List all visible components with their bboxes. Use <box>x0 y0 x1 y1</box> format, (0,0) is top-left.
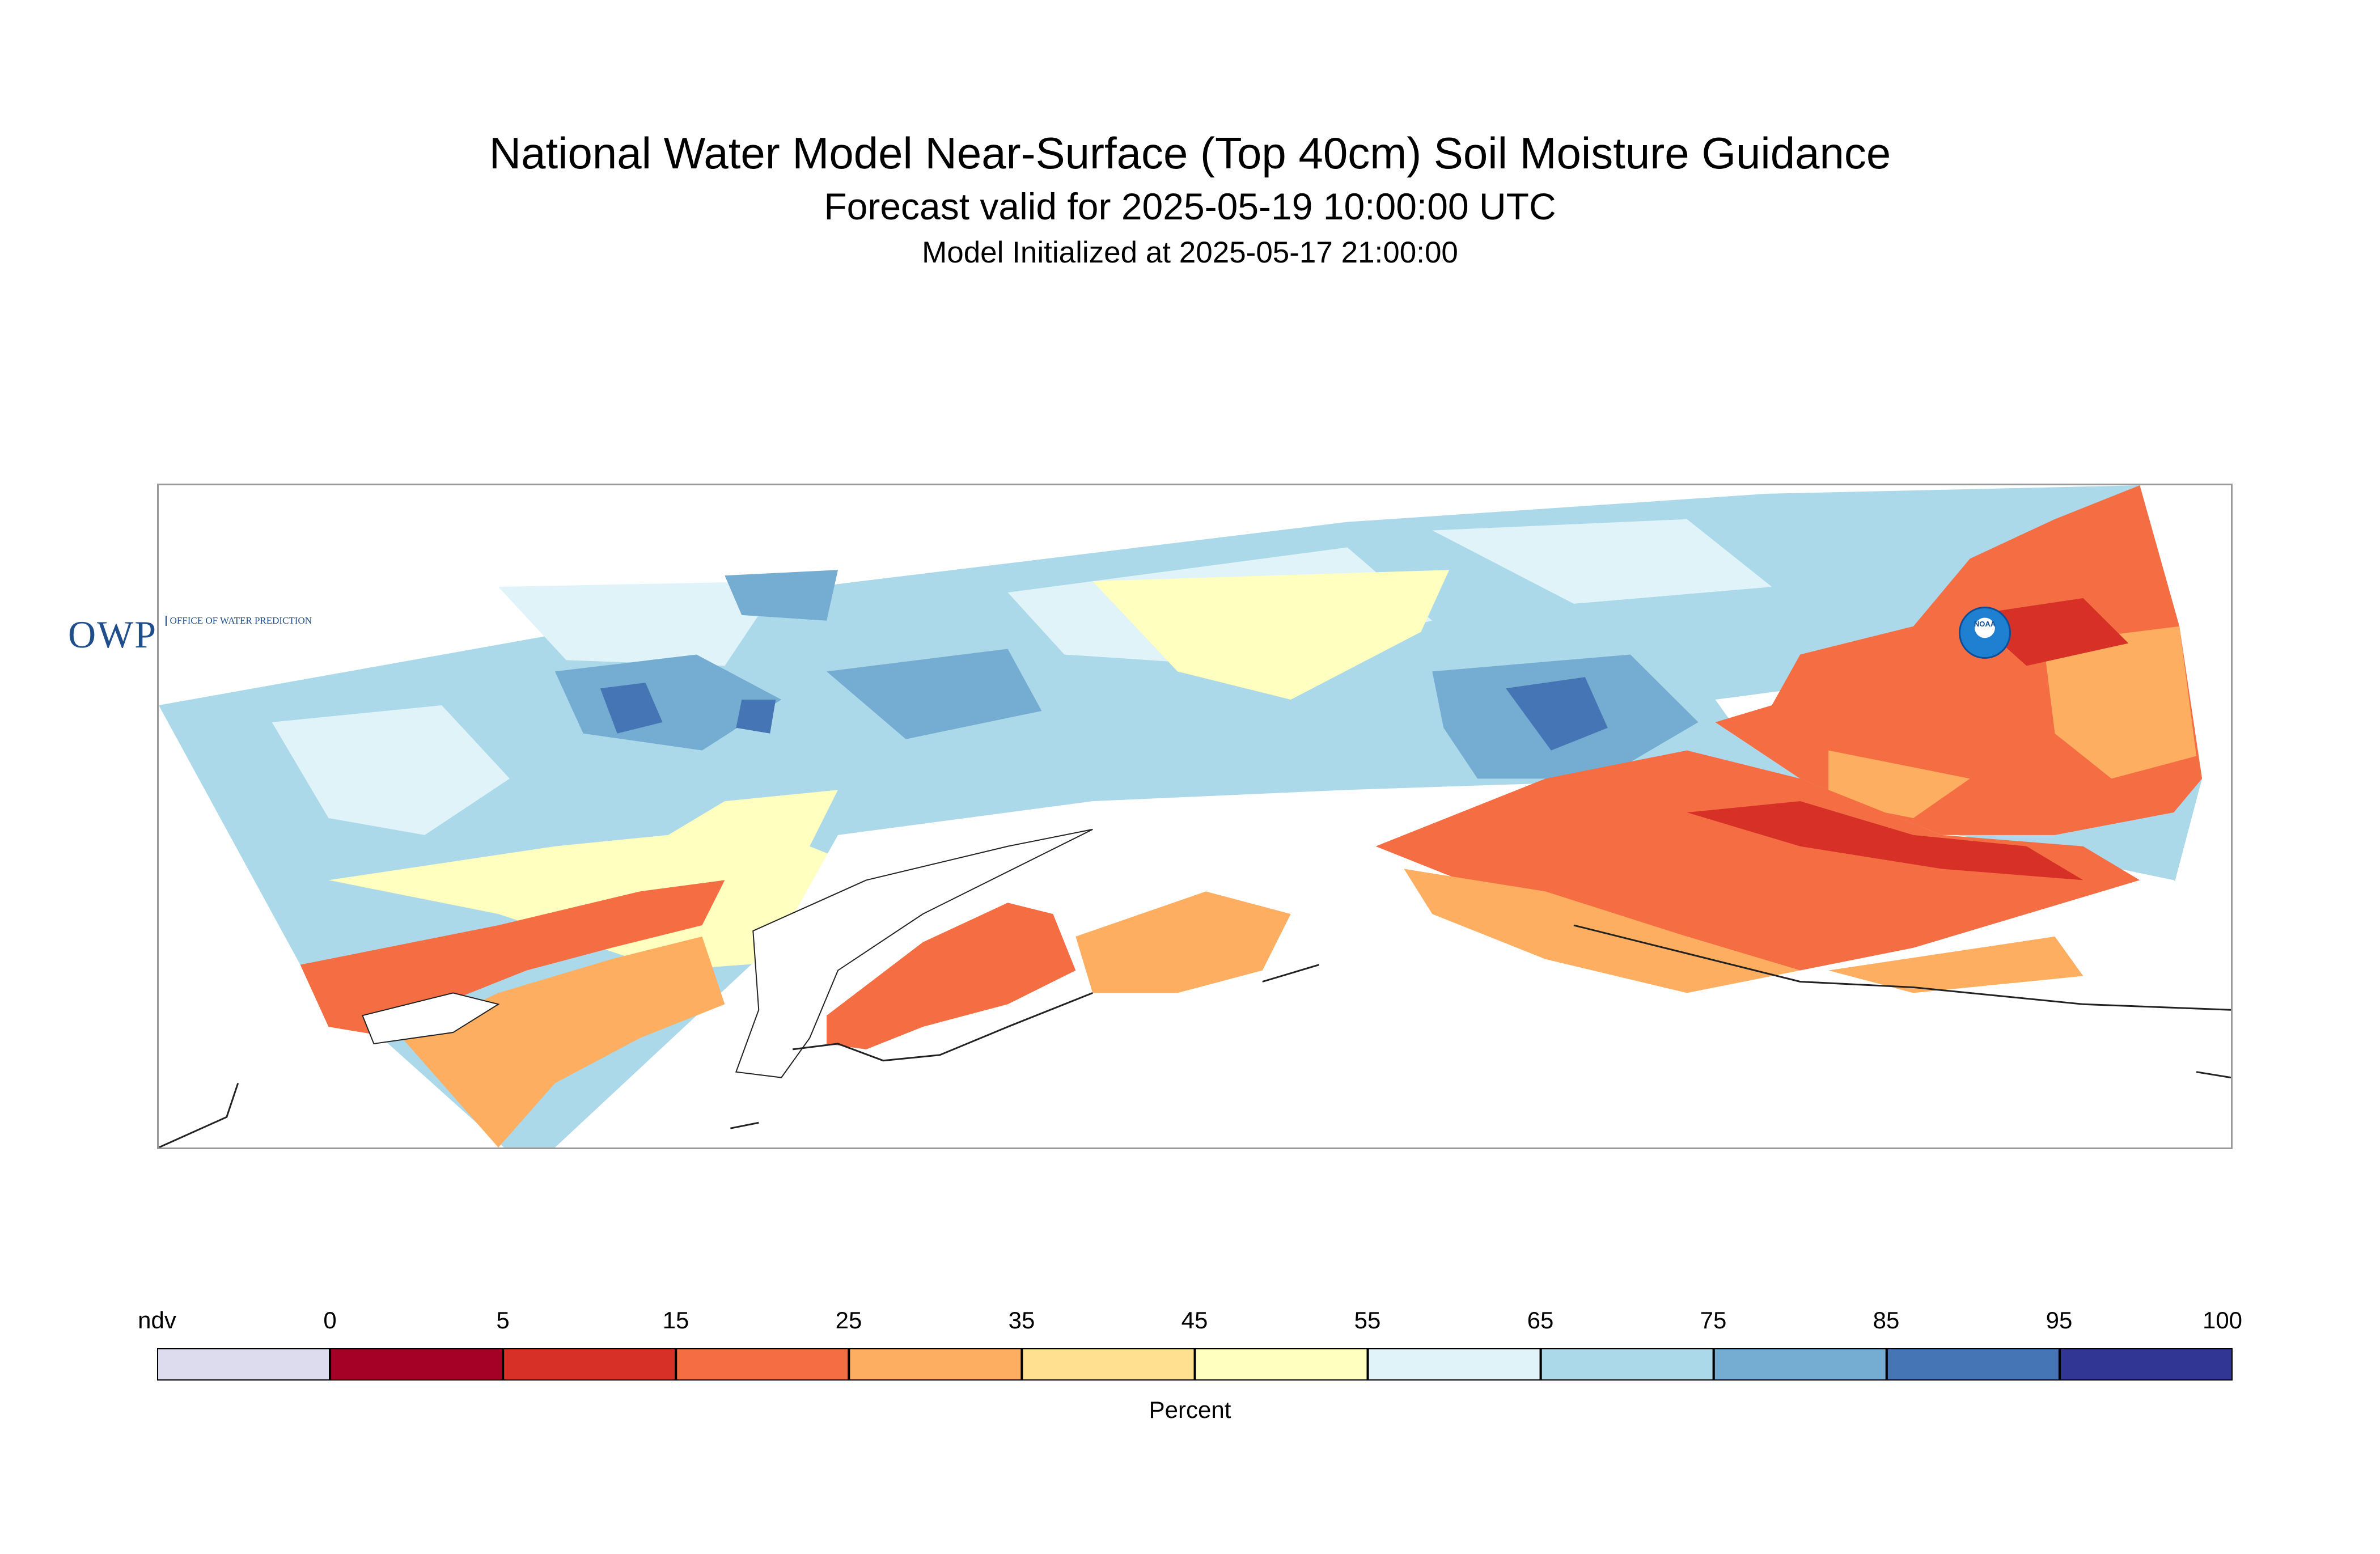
map-title: National Water Model Near-Surface (Top 4… <box>489 128 1891 178</box>
model-init-line: Model Initialized at 2025-05-17 21:00:00 <box>922 236 1458 269</box>
legend-ndv-label: ndv <box>138 1307 176 1333</box>
noaa-logo: NOAA <box>1959 607 2011 659</box>
legend-swatch <box>2058 1347 2234 1382</box>
legend-swatch <box>1539 1347 1715 1382</box>
legend-swatch <box>1020 1347 1196 1382</box>
dry-region-central-light <box>1404 869 2083 993</box>
owp-logo-text: OWP <box>68 613 158 656</box>
legend-tick-label: 100 <box>2202 1307 2243 1333</box>
no-data-area <box>554 688 2231 1147</box>
legend-tick-label: 45 <box>1181 1307 1208 1333</box>
legend-swatch <box>502 1347 677 1382</box>
soil-moisture-map <box>159 485 2231 1147</box>
owp-logo-subtext: OFFICE OF WATER PREDICTION <box>165 616 312 626</box>
coastline <box>159 924 2231 1147</box>
legend-tick-label: 55 <box>1354 1307 1381 1333</box>
legend-bar <box>156 1347 2234 1382</box>
legend-swatch <box>1885 1347 2061 1382</box>
legend-swatch <box>1712 1347 1888 1382</box>
very-dry-streaks <box>1687 598 2129 880</box>
legend-swatch <box>675 1347 850 1382</box>
noaa-logo-text: NOAA <box>1974 620 1996 628</box>
map-panel <box>157 484 2233 1149</box>
legend-swatch <box>1366 1347 1542 1382</box>
dry-region-east-light <box>1828 626 2197 818</box>
legend-swatch <box>329 1347 505 1382</box>
color-legend <box>156 1347 2234 1382</box>
legend-tick-label: 5 <box>496 1307 510 1333</box>
dry-region-central <box>1375 750 2140 971</box>
legend-swatch <box>156 1347 332 1382</box>
map-subtitle: Forecast valid for 2025-05-19 10:00:00 U… <box>824 185 1556 227</box>
legend-tick-label: 85 <box>1873 1307 1900 1333</box>
dry-region-southwest <box>300 880 725 1038</box>
legend-tick-label: 25 <box>835 1307 862 1333</box>
legend-tick-label: 35 <box>1008 1307 1035 1333</box>
legend-tick-label: 65 <box>1527 1307 1554 1333</box>
legend-swatch <box>848 1347 1023 1382</box>
legend-unit-label: Percent <box>1149 1396 1231 1423</box>
legend-tick-label: 0 <box>323 1307 337 1333</box>
dry-region-peninsula <box>827 903 1076 1049</box>
legend-tick-label: 15 <box>662 1307 689 1333</box>
dry-transition-patch <box>328 570 2055 1027</box>
legend-swatch <box>1193 1347 1369 1382</box>
legend-tick-label: 75 <box>1700 1307 1727 1333</box>
dry-region-peninsula-light <box>1075 891 1291 993</box>
dry-region-southwest-light <box>402 936 725 1147</box>
legend-tick-label: 95 <box>2046 1307 2073 1333</box>
inlet-water <box>735 828 1093 1078</box>
owp-logo: OWP OFFICE OF WATER PREDICTION <box>68 612 312 657</box>
wet-patch <box>554 570 1699 779</box>
bay-water <box>362 992 500 1045</box>
